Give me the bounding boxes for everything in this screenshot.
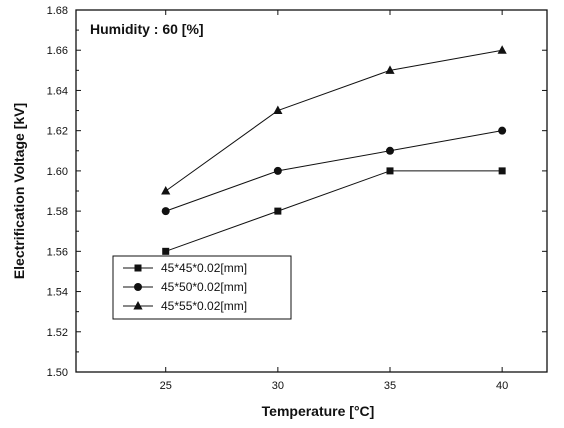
series-3-point-3 bbox=[385, 65, 395, 74]
y-tick-label-6: 1.62 bbox=[47, 126, 68, 138]
series-3 bbox=[161, 45, 507, 195]
series-1-point-2 bbox=[274, 207, 282, 215]
series-3-point-2 bbox=[273, 105, 283, 115]
y-tick-label-1: 1.52 bbox=[47, 327, 68, 339]
series-2 bbox=[161, 126, 507, 216]
y-tick-label-9: 1.68 bbox=[47, 5, 68, 17]
series-line-2 bbox=[165, 130, 503, 212]
series-2-point-4 bbox=[498, 126, 507, 135]
series-1 bbox=[162, 167, 506, 255]
axis-ticks: 1.50 1.52 1.54 1.56 1.58 1.60 1.62 1.64 1.66 1.68… bbox=[47, 5, 547, 392]
x-tick-label-0: 25 bbox=[160, 380, 172, 392]
legend-marker-2 bbox=[134, 283, 142, 291]
series-layer bbox=[161, 45, 507, 255]
series-2-point-3 bbox=[386, 146, 394, 155]
y-tick-label-5: 1.60 bbox=[47, 166, 68, 178]
y-tick-label-2: 1.54 bbox=[47, 287, 68, 299]
legend-label-1: 45*45*0.02[mm] bbox=[161, 261, 247, 275]
series-line-1 bbox=[165, 170, 503, 252]
y-tick-label-4: 1.58 bbox=[47, 206, 68, 218]
legend-label-3: 45*55*0.02[mm] bbox=[161, 299, 247, 313]
y-tick-label-3: 1.56 bbox=[47, 246, 68, 258]
series-line-3 bbox=[165, 49, 503, 192]
series-3-point-4 bbox=[497, 45, 507, 54]
x-tick-label-2: 35 bbox=[384, 380, 396, 392]
y-tick-label-7: 1.64 bbox=[47, 85, 68, 97]
y-axis-label: Electrification Voltage [kV] bbox=[11, 103, 27, 279]
x-tick-label-1: 30 bbox=[272, 380, 284, 392]
humidity-annotation: Humidity : 60 [%] bbox=[90, 21, 204, 37]
legend-label-2: 45*50*0.02[mm] bbox=[161, 280, 247, 294]
legend: 45*45*0.02[mm] 45*50*0.02[mm] 45*55*0.02[m… bbox=[112, 255, 292, 320]
y-tick-label-8: 1.66 bbox=[47, 45, 68, 57]
series-2-point-2 bbox=[273, 166, 282, 175]
series-1-point-3 bbox=[386, 167, 394, 175]
series-1-point-1 bbox=[162, 247, 170, 255]
x-tick-label-3: 40 bbox=[496, 380, 508, 392]
series-2-point-1 bbox=[161, 207, 170, 216]
y-tick-label-0: 1.50 bbox=[47, 367, 68, 379]
x-axis-label: Temperature [°C] bbox=[262, 403, 375, 419]
series-3-point-1 bbox=[161, 186, 171, 195]
legend-marker-3 bbox=[133, 301, 143, 310]
legend-marker-1 bbox=[134, 264, 142, 272]
series-1-point-4 bbox=[498, 167, 506, 175]
